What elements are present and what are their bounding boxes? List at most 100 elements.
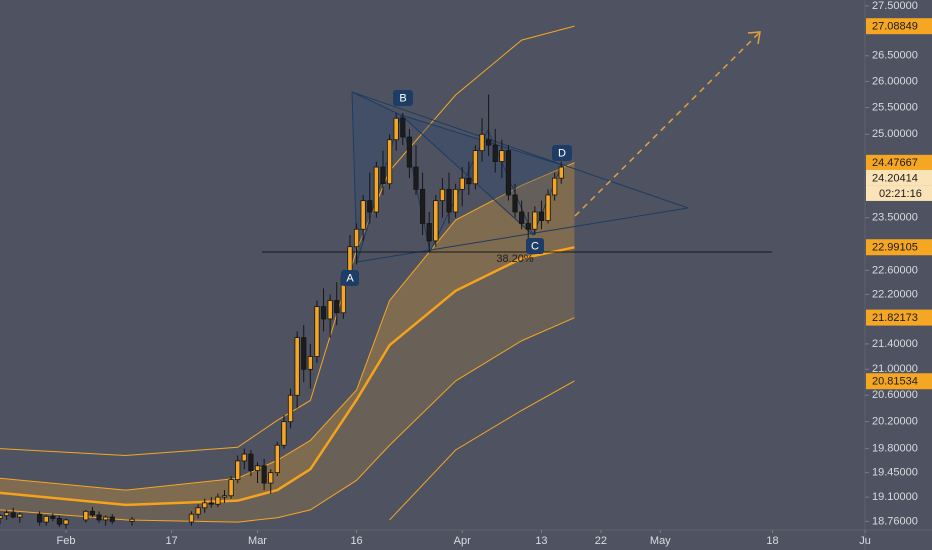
candle-body — [525, 223, 531, 230]
candle-body — [314, 306, 320, 357]
point-label: B — [399, 92, 406, 104]
band-line — [0, 162, 575, 491]
candle-body — [254, 465, 261, 471]
candle-body — [459, 177, 465, 190]
band-line — [0, 25, 575, 456]
candle-body — [558, 166, 564, 179]
candle-body — [307, 356, 313, 370]
y-tick-label: 26.50000 — [872, 50, 918, 62]
y-tick-label: 27.50000 — [872, 0, 918, 12]
pattern-points: A B C D — [341, 90, 572, 286]
candle-body — [545, 194, 551, 221]
price-tag — [866, 169, 932, 186]
x-tick-label: 18 — [766, 535, 778, 547]
candle-body — [373, 166, 379, 213]
y-tick-label: 21.00000 — [872, 363, 918, 375]
y-tick-label: 19.10000 — [872, 491, 918, 503]
candle-body — [195, 507, 201, 515]
candle-body — [466, 177, 472, 185]
candle-body — [188, 513, 195, 523]
price-tag — [866, 18, 932, 35]
price-tag-label: 21.82173 — [872, 312, 918, 324]
candle-body — [413, 166, 419, 190]
y-tick-label: 22.20000 — [872, 288, 918, 300]
candle-body — [56, 518, 63, 525]
y-tick-label: 26.00000 — [872, 75, 918, 87]
candle-body — [334, 300, 340, 314]
point-label: C — [531, 240, 539, 252]
price-tag — [866, 309, 932, 326]
candle-body — [479, 133, 485, 152]
x-tick-label: 22 — [595, 535, 607, 547]
candle-body — [446, 188, 452, 213]
candle-body — [281, 421, 287, 446]
candle-body — [472, 150, 479, 185]
candle-body — [109, 516, 115, 522]
band-line — [389, 380, 575, 521]
candle-body — [393, 117, 399, 141]
y-tick-label: 25.00000 — [872, 128, 918, 140]
point-box — [393, 90, 413, 106]
candle-body — [221, 495, 228, 498]
candle-body — [426, 223, 432, 242]
candle-body — [301, 337, 307, 370]
y-tick-label: 18.76000 — [872, 515, 918, 527]
price-tag — [866, 373, 932, 390]
x-tick-label: 17 — [166, 535, 178, 547]
candle-body — [235, 460, 241, 481]
x-tick-label: 13 — [535, 535, 547, 547]
price-tag-label: 22.99105 — [872, 242, 918, 254]
y-tick-label: 21.40000 — [872, 338, 918, 350]
candle-body — [492, 144, 498, 162]
price-tag-label: 24.47667 — [872, 157, 918, 169]
candle-body — [512, 194, 518, 213]
candle-body — [453, 188, 459, 213]
x-tick-label: 16 — [350, 535, 362, 547]
candle-body — [10, 512, 16, 518]
candle-body — [367, 200, 373, 213]
candle-body — [96, 514, 102, 521]
candle-body — [486, 139, 492, 146]
projection-arrow — [747, 31, 761, 45]
candle-body — [499, 150, 505, 162]
point-label: D — [558, 147, 566, 159]
candle-body — [43, 515, 49, 523]
y-tick-label: 20.20000 — [872, 416, 918, 428]
candle-body — [50, 515, 56, 519]
candle-body — [241, 453, 247, 462]
candle-body — [17, 513, 23, 518]
candle-body — [433, 200, 439, 242]
price-tag-label: 24.20414 — [872, 172, 918, 184]
candle-body — [419, 188, 426, 224]
candle-body — [439, 188, 446, 202]
point-box — [552, 145, 572, 161]
candle-body — [83, 510, 89, 521]
price-tag-label: 20.81534 — [872, 376, 918, 388]
candle-body — [274, 444, 280, 474]
candle-body — [380, 166, 386, 185]
y-tick-label: 25.50000 — [872, 102, 918, 114]
candle-body — [400, 117, 406, 138]
x-tick-label: Mar — [248, 535, 267, 547]
candle-body — [519, 211, 525, 224]
candle-body — [89, 510, 96, 516]
candle-body — [538, 211, 545, 221]
band-line — [0, 246, 575, 507]
band-line — [0, 317, 575, 523]
band-fill — [0, 162, 575, 523]
point-label: A — [346, 272, 354, 284]
x-tick-label: Ju — [859, 535, 871, 547]
price-tag-label: 27.08849 — [872, 21, 918, 33]
candle-body — [294, 337, 300, 396]
candle-body — [386, 139, 393, 185]
price-tag — [866, 154, 932, 171]
candle-body — [552, 177, 558, 196]
candle-body — [228, 479, 234, 497]
axes: 27.50000 26.50000 26.00000 25.50000 25.00000… — [57, 0, 932, 547]
candle-body — [37, 513, 43, 523]
candle-body — [287, 394, 294, 423]
candle-body — [532, 211, 538, 230]
candle-body — [320, 306, 327, 320]
